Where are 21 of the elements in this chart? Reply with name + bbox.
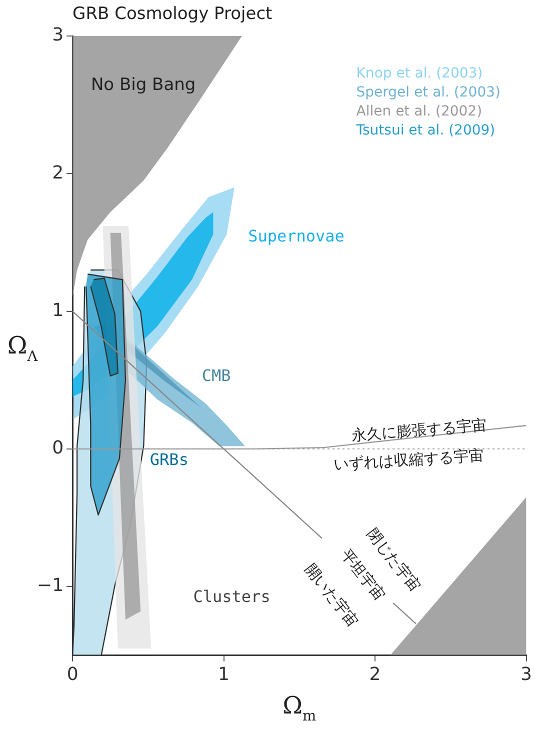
y-tick-label: 3 [52, 24, 64, 46]
y-tick-label: 2 [52, 162, 64, 184]
text: Allen et al. (2002) [356, 104, 482, 120]
text: Tsutsui et al. (2009) [355, 122, 496, 139]
annotation: いずれは収縮する宇宙 [333, 446, 484, 474]
text: Knop et al. (2003) [356, 66, 483, 82]
annotation: CMB [202, 366, 231, 385]
annotation: No Big Bang [90, 74, 196, 95]
y-tick-label: 0 [52, 438, 64, 459]
x-tick-label: 3 [520, 664, 532, 685]
x-tick-label: 1 [218, 664, 230, 685]
text: Spergel et al. (2003) [356, 84, 500, 101]
chart-title: GRB Cosmology Project [72, 4, 273, 24]
y-tick-label: 1 [52, 300, 64, 321]
y-tick-label: −1 [36, 575, 64, 596]
annotation: Clusters [193, 586, 270, 606]
annotation: 永久に膨張する宇宙 [351, 416, 488, 444]
annotation: GRBs [150, 450, 188, 470]
annotation: Supernovae [248, 226, 344, 246]
x-tick-label: 0 [66, 664, 78, 685]
x-tick-label: 2 [369, 664, 381, 685]
